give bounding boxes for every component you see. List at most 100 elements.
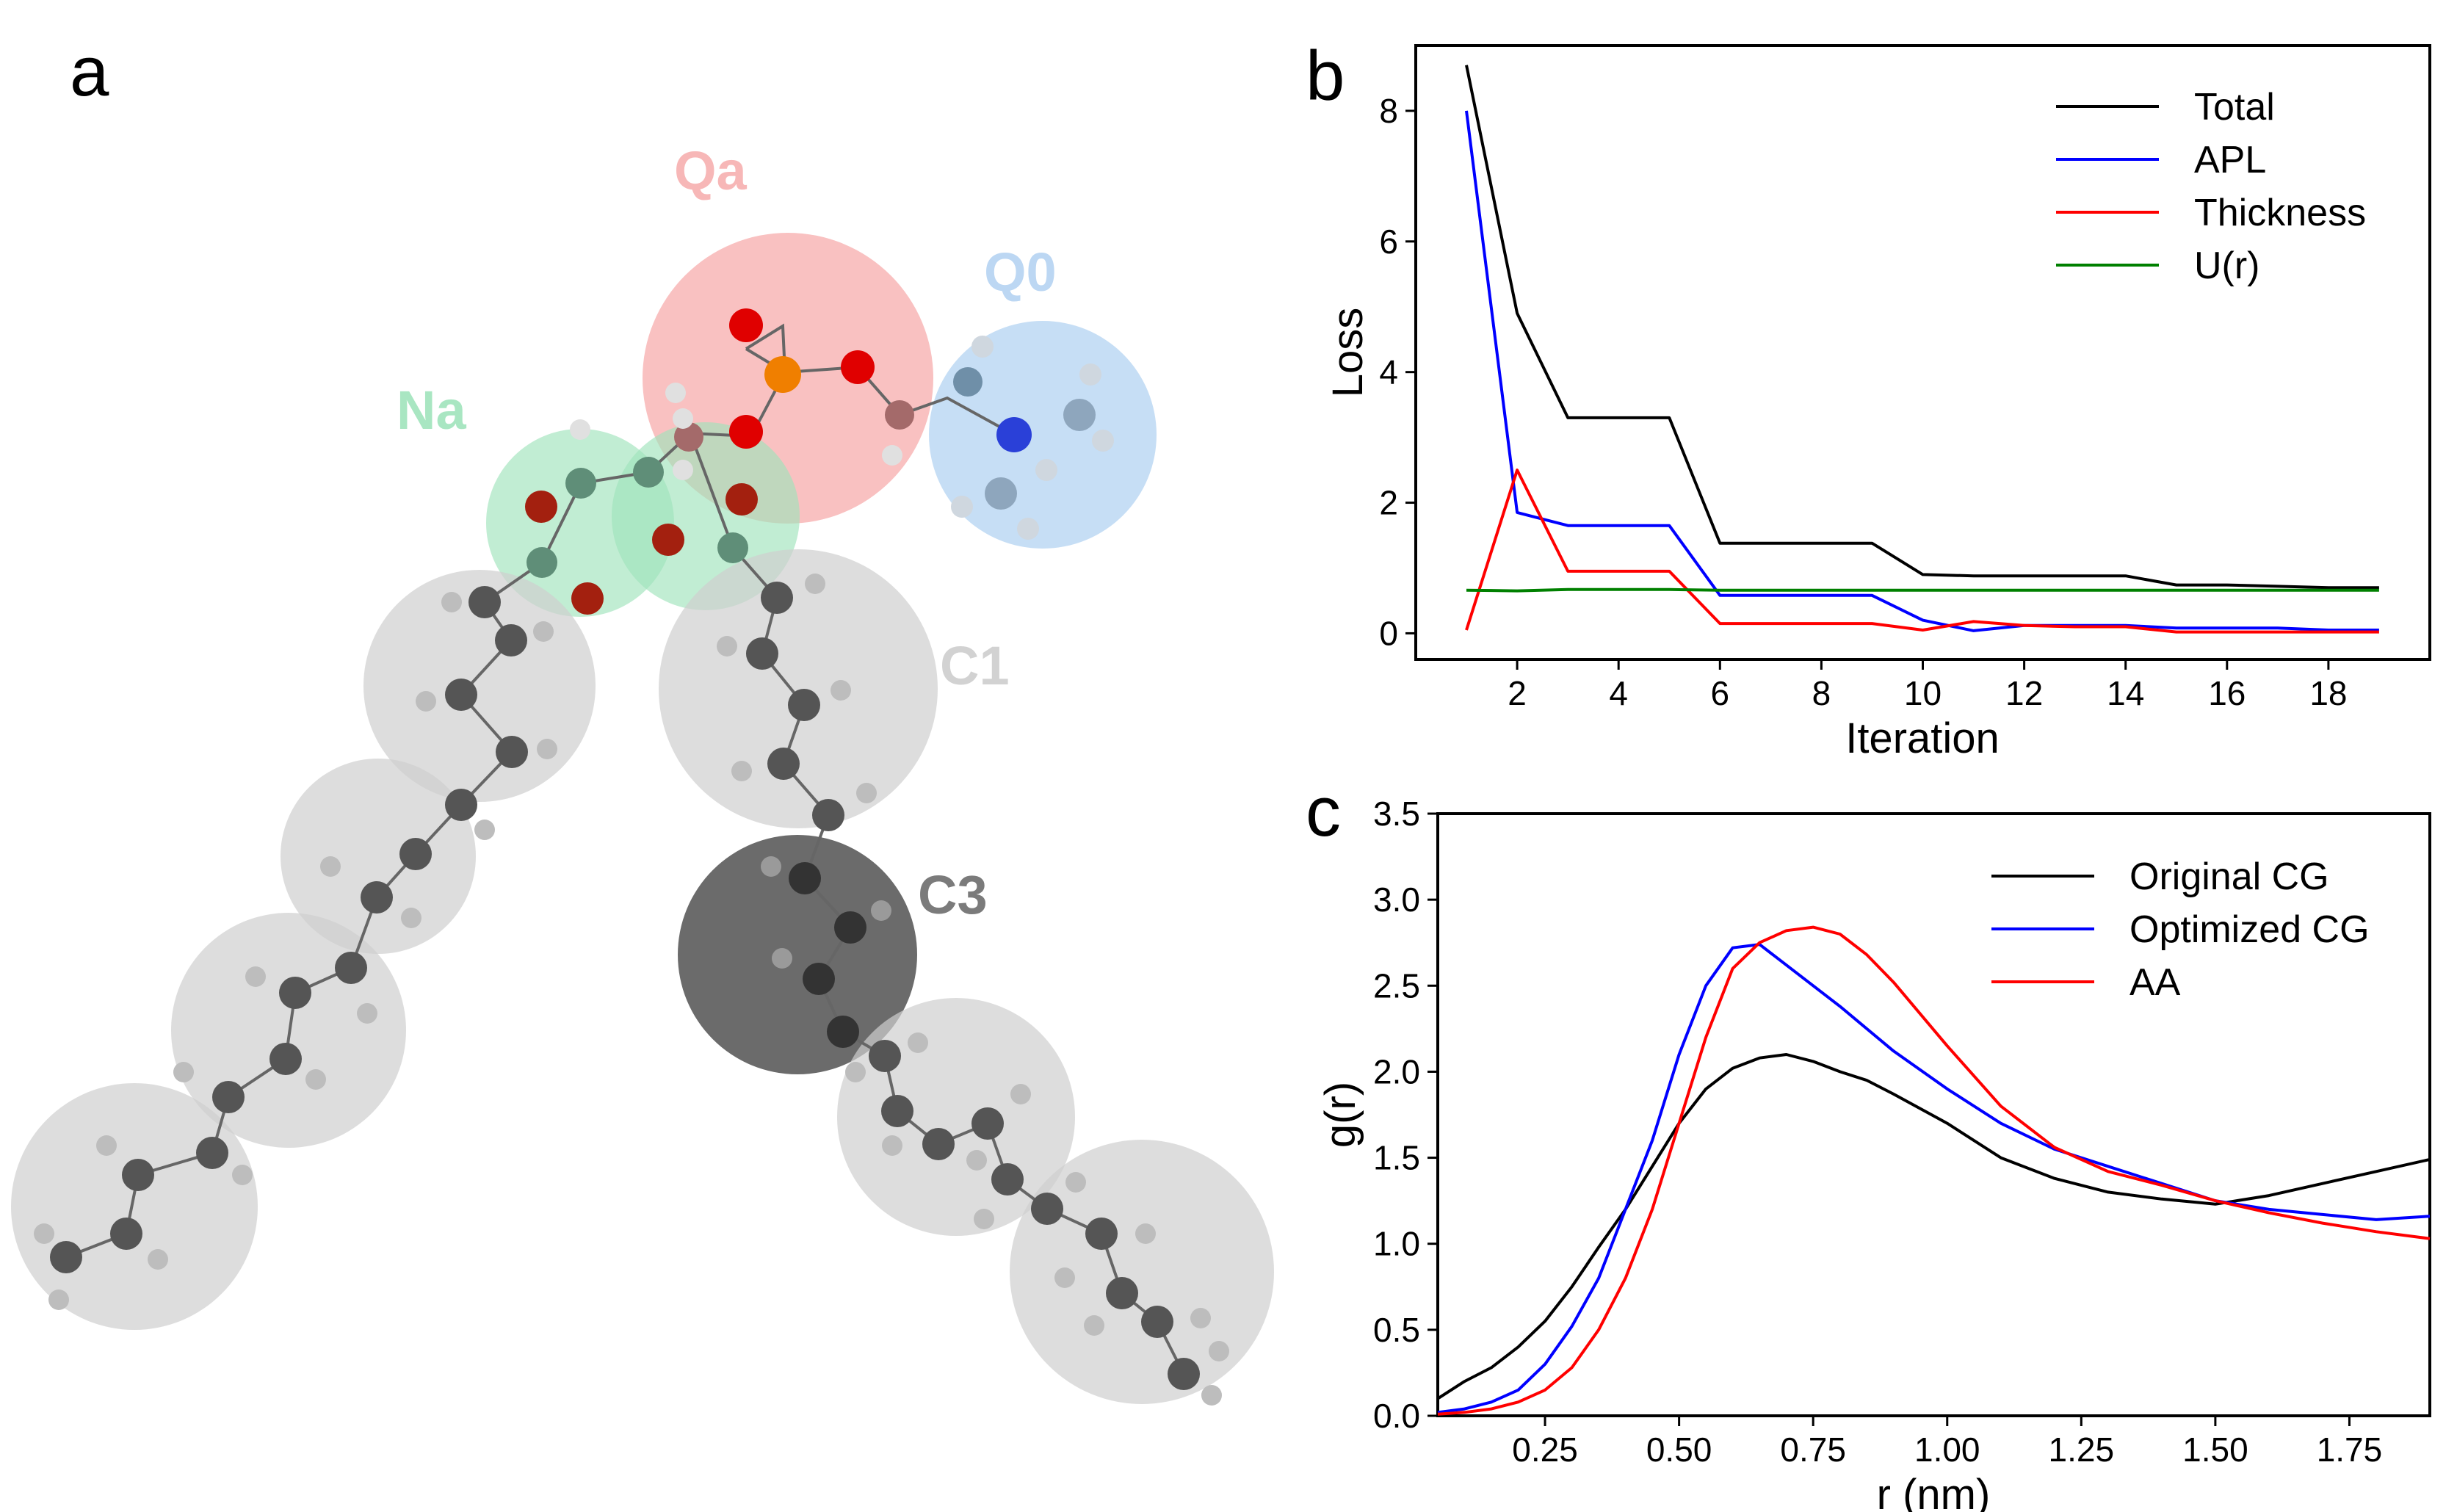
atom-hydrogen [731,761,752,781]
x-tick-label: 1.75 [2317,1430,2383,1469]
atom-carbon [788,689,820,721]
atom-hydrogen [474,820,495,840]
x-tick-label: 1.25 [2049,1430,2115,1469]
series-line-u-r [1466,587,2379,593]
atom-hydrogen [951,496,973,518]
atom-hydrogen [1092,430,1114,452]
legend-b: Total APL Thickness U(r) [2056,86,2366,287]
x-tick-label: 14 [2107,674,2144,712]
y-tick-label: 8 [1379,92,1398,130]
atom-hydrogen [717,636,737,656]
atom-carbon [445,679,477,711]
y-tick-label: 0.0 [1373,1397,1420,1435]
atom-hydrogen [1017,518,1039,540]
atom-hydrogen [845,1062,866,1082]
atom-oxygen [571,582,604,615]
legend-label-thickness: Thickness [2194,192,2366,234]
y-tick-label: 2.0 [1373,1052,1420,1090]
atom-carbon [122,1159,154,1191]
atom-hydrogen [673,408,693,429]
panel-b-loss-chart: b 2 4 6 8 10 12 14 16 18 0 2 4 6 8 Iteration Loss To… [1306,37,2431,762]
atom-hydrogen [173,1062,194,1082]
x-tick-label: 6 [1711,674,1730,712]
bead-c3 [678,835,917,1074]
legend-c: Original CG Optimized CG AA [1991,856,2370,1004]
atom-carbon [335,952,367,984]
atom-oxygen [525,491,557,523]
x-axis-label-c: r (nm) [1877,1471,1991,1512]
x-tick-label: 0.25 [1512,1430,1578,1469]
atom-hydrogen [966,1150,987,1171]
y-tick-label: 0 [1379,614,1398,652]
atom-hydrogen [1190,1308,1211,1328]
atom-carbon [953,367,983,397]
y-tick-label: 1.5 [1373,1139,1420,1177]
atom-carbon [196,1137,228,1169]
atom-carbon [834,911,866,944]
x-tick-label: 1.00 [1914,1430,1980,1469]
atom-hydrogen [1065,1172,1086,1193]
atom-carbon [633,457,664,488]
atom-carbon [761,582,793,614]
atom-hydrogen [761,856,781,877]
atom-carbon [746,637,778,670]
panel-c-rdf-chart: c 0.25 0.50 0.75 1.00 1.25 1.50 1.75 0.0 0.5 1.0… [1306,773,2431,1512]
atom-carbon [674,422,703,452]
atom-oxygen [729,308,763,342]
atom-hydrogen [805,574,825,594]
atom-carbon [985,477,1017,510]
atom-hydrogen [673,460,693,480]
atom-hydrogen [882,1135,902,1156]
series-line-aa [1437,925,2431,1416]
atom-hydrogen [1035,459,1057,481]
x-ticks-b: 2 4 6 8 10 12 14 16 18 [1508,659,2347,712]
atom-carbon [922,1128,955,1160]
atom-carbon [445,789,477,821]
series-line-total [1465,65,2379,590]
axes-frame-c [1436,812,2431,1417]
atom-carbon [110,1218,142,1250]
y-tick-label: 6 [1379,223,1398,261]
atom-hydrogen [974,1209,994,1229]
axes-frame-b [1414,44,2431,661]
atom-hydrogen [96,1135,117,1156]
atom-hydrogen [1010,1084,1031,1104]
atom-carbon [1085,1218,1118,1250]
atom-carbon [1063,399,1096,431]
atom-nitrogen [996,417,1032,452]
atom-carbon [767,748,800,780]
atom-hydrogen [34,1223,54,1244]
atom-phosphorus [764,356,801,393]
atom-hydrogen [148,1249,168,1270]
atom-hydrogen [570,419,590,440]
panel-label-a: a [70,32,109,111]
bead-label-qa: Qa [674,140,748,201]
atom-carbon [495,624,527,656]
atom-hydrogen [245,966,266,987]
atom-carbon [812,799,844,831]
atom-carbon [869,1040,901,1072]
x-tick-label: 2 [1508,674,1527,712]
y-tick-label: 2 [1379,484,1398,522]
atom-carbon [803,963,835,995]
atom-carbon [496,736,528,768]
atoms [525,308,1114,615]
atom-hydrogen [537,739,557,759]
atom-carbon [212,1081,245,1113]
atom-carbon [269,1043,302,1075]
atom-hydrogen [871,900,891,921]
x-tick-label: 4 [1609,674,1628,712]
atom-hydrogen [1079,363,1101,386]
y-tick-label: 3.5 [1373,795,1420,833]
x-tick-label: 8 [1812,674,1831,712]
y-axis-label-c: g(r) [1317,1082,1364,1148]
y-tick-label: 0.5 [1373,1311,1420,1349]
atom-carbon [881,1095,913,1127]
x-ticks-c: 0.25 0.50 0.75 1.00 1.25 1.50 1.75 [1512,1416,2382,1469]
atom-carbon [971,1107,1004,1140]
x-tick-label: 10 [1904,674,1942,712]
y-tick-label: 4 [1379,353,1398,391]
atom-hydrogen [831,680,851,701]
atom-carbon [991,1163,1024,1196]
